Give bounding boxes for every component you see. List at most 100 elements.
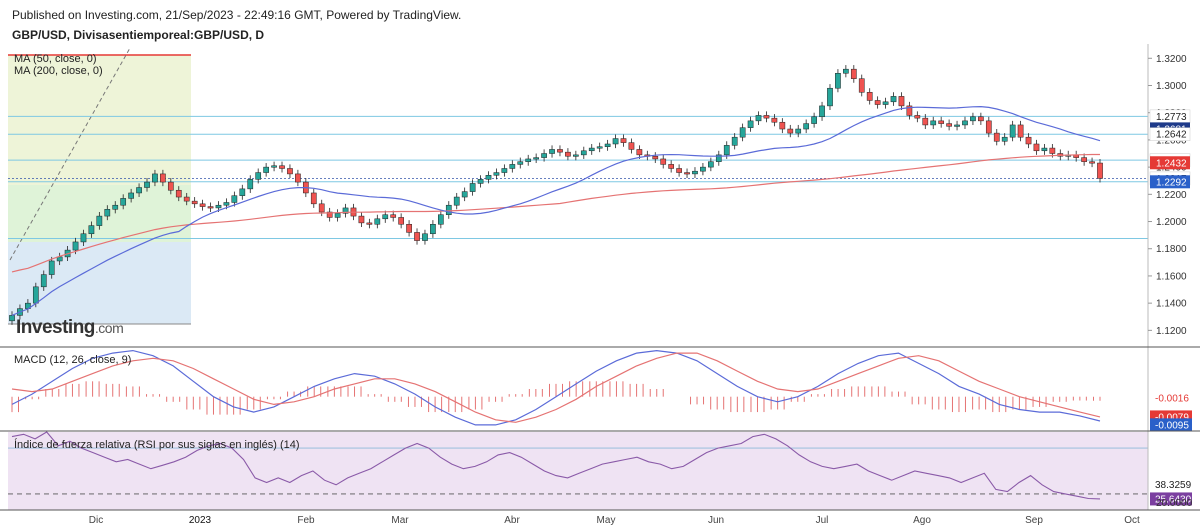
- candle-body-89: [715, 154, 722, 162]
- candle-body-125: [1001, 136, 1008, 142]
- ma200-line: [11, 153, 1100, 273]
- candle-body-8: [72, 241, 79, 251]
- macd-value-label-1: -0.0079: [1155, 412, 1189, 423]
- candle-body-114: [914, 115, 921, 119]
- candle-body-116: [930, 120, 937, 126]
- candle-body-33: [271, 165, 277, 168]
- candle-body-72: [580, 150, 587, 156]
- candle-body-25: [207, 206, 214, 209]
- x-tick-label-2: Feb: [297, 515, 315, 526]
- candle-body-111: [890, 96, 897, 103]
- candle-body-68: [549, 149, 555, 154]
- candle-body-95: [763, 115, 770, 119]
- candle-body-81: [652, 155, 659, 160]
- macd-value-label-0: -0.0016: [1155, 393, 1189, 404]
- x-tick-label-7: Jul: [816, 515, 829, 526]
- price-label-4: 1.2432: [1156, 158, 1187, 169]
- candle-body-102: [819, 105, 825, 118]
- candle-body-98: [787, 128, 794, 134]
- macd-legend[interactable]: MACD (12, 26, close, 9): [14, 354, 132, 366]
- rsi-legend[interactable]: Índice de fuerza relativa (RSI por sus s…: [14, 439, 300, 451]
- candle-body-12: [104, 209, 111, 217]
- x-tick-label-0: Dic: [89, 515, 103, 526]
- candle-body-19: [160, 173, 166, 183]
- candle-body-112: [898, 96, 905, 107]
- axes: 1.1200 1.1400 1.1600 1.1800 1.2000 1.2200 1.24…: [0, 44, 1200, 526]
- candle-body-30: [247, 179, 254, 190]
- candle-body-135: [1081, 157, 1087, 162]
- candle-body-128: [1025, 136, 1032, 145]
- candle-body-26: [215, 204, 222, 209]
- candle-body-76: [612, 138, 619, 145]
- macd-value-label-2: -0.0095: [1155, 420, 1189, 431]
- candle-body-49: [398, 217, 404, 225]
- candle-body-87: [700, 166, 706, 172]
- candle-body-90: [723, 145, 730, 156]
- price-label-box-2: [1149, 127, 1191, 141]
- candle-body-110: [882, 101, 889, 105]
- candle-body-55: [445, 204, 452, 215]
- y-tick-label-0: 1.1200: [1156, 326, 1187, 337]
- candle-body-35: [287, 168, 293, 175]
- rsi-value-box-0: [1150, 477, 1192, 491]
- candle-body-109: [874, 100, 881, 105]
- ma200-legend[interactable]: MA (200, close, 0): [14, 65, 103, 77]
- candle-body-73: [588, 147, 595, 152]
- candle-body-130: [1041, 147, 1048, 152]
- candle-body-5: [48, 260, 55, 275]
- candle-body-42: [342, 207, 349, 214]
- candle-body-60: [485, 175, 492, 180]
- candle-body-86: [692, 170, 698, 175]
- candle-body-53: [430, 223, 436, 235]
- y-tick-label-4: 1.2000: [1156, 217, 1187, 228]
- investing-logo: Investing.com: [16, 317, 124, 338]
- candle-body-113: [906, 105, 913, 116]
- rsi-value-box-1: [1150, 492, 1192, 506]
- candle-body-39: [318, 203, 325, 213]
- candle-body-21: [175, 189, 182, 198]
- candle-body-74: [596, 146, 603, 149]
- candle-body-117: [938, 120, 945, 124]
- candle-body-52: [422, 233, 428, 241]
- candle-body-115: [922, 117, 929, 126]
- macd-line: [11, 349, 1101, 426]
- candle-body-97: [779, 121, 786, 130]
- candle-body-67: [541, 153, 547, 158]
- candle-body-121: [970, 116, 976, 122]
- price-label-box-6: [1150, 175, 1190, 189]
- candle-body-123: [985, 120, 992, 134]
- rsi-line: [11, 431, 1101, 500]
- candle-body-65: [525, 158, 532, 162]
- candle-body-24: [199, 203, 206, 207]
- candle-body-70: [565, 151, 571, 157]
- candle-body-103: [827, 87, 833, 107]
- candle-body-91: [731, 136, 738, 146]
- candle-body-124: [993, 132, 1000, 142]
- candle-body-48: [390, 214, 397, 218]
- candle-body-0: [9, 315, 15, 322]
- y-tick-label-5: 1.2200: [1156, 190, 1187, 201]
- candle-body-57: [461, 191, 468, 198]
- chart-symbol-title: GBP/USD, Divisasentiemporeal:GBP/USD, D: [12, 28, 265, 42]
- candle-body-92: [739, 127, 746, 138]
- candle-body-96: [771, 117, 778, 123]
- candle-body-106: [850, 68, 857, 79]
- candle-body-83: [668, 164, 675, 169]
- candle-body-63: [509, 164, 516, 169]
- x-tick-label-5: May: [597, 515, 616, 526]
- x-tick-label-10: Oct: [1124, 515, 1140, 526]
- candle-body-13: [112, 204, 119, 210]
- candle-body-127: [1017, 124, 1024, 138]
- candle-body-16: [136, 187, 142, 194]
- macd-value-box-0: [1150, 391, 1192, 405]
- candle-body-66: [533, 157, 539, 160]
- candle-body-61: [493, 172, 500, 176]
- candle-body-77: [620, 138, 627, 143]
- ma50-legend[interactable]: MA (50, close, 0): [14, 53, 97, 65]
- zone-yellow: [8, 55, 191, 185]
- candle-body-56: [453, 196, 460, 206]
- candle-body-88: [708, 161, 714, 168]
- trend-dashed-line: [9, 47, 131, 261]
- x-tick-label-1: 2023: [189, 515, 212, 526]
